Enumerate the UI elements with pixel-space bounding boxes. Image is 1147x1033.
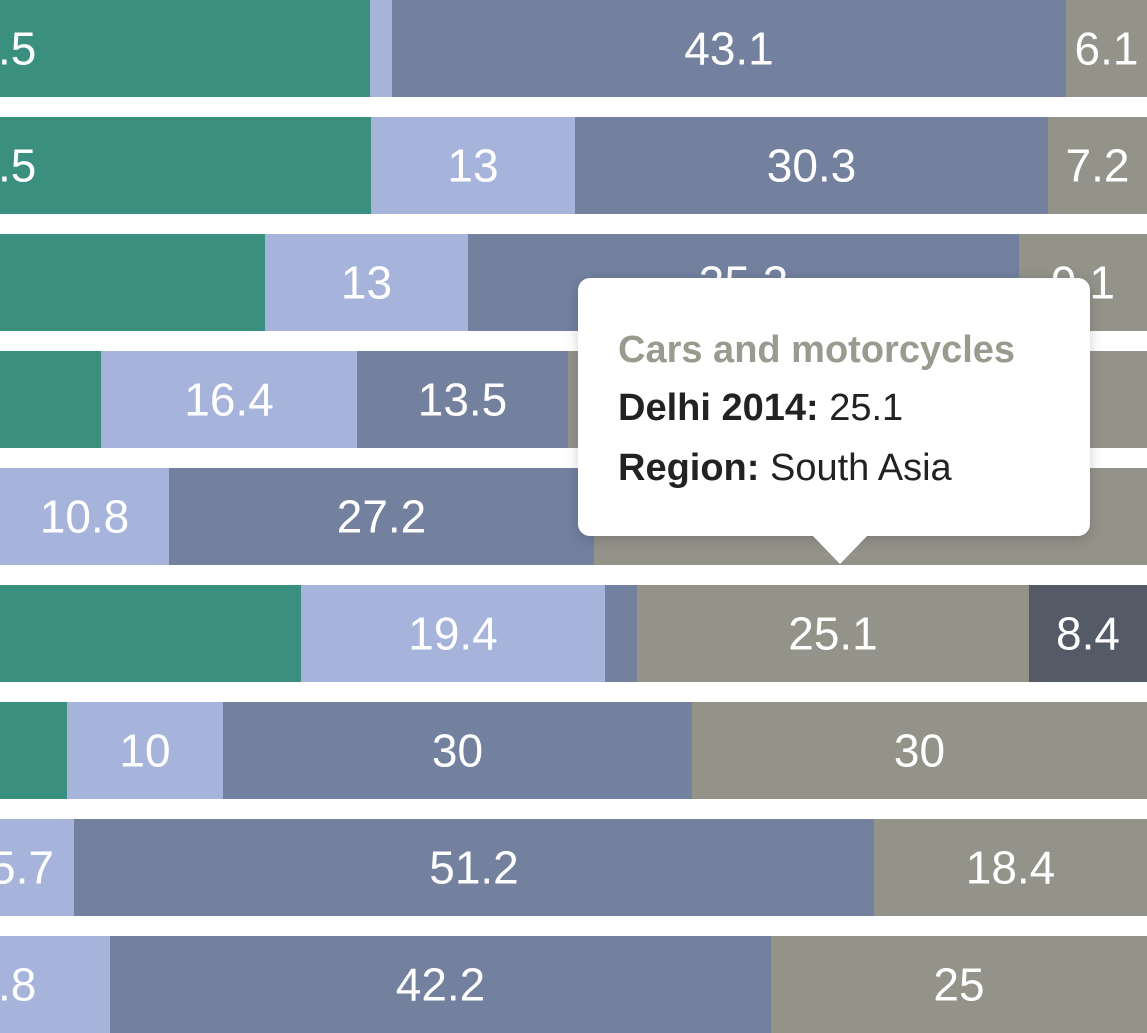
bar-value-label: 42.2 <box>396 959 486 1011</box>
bar-segment[interactable] <box>0 936 110 1033</box>
bar-segment[interactable] <box>1048 117 1147 214</box>
bar-value-label: 5.7 <box>0 842 54 894</box>
bar-value-label: 13 <box>447 140 498 192</box>
bar-value-label: 18.4 <box>966 842 1056 894</box>
bar-value-label: 30.3 <box>767 140 857 192</box>
bar-segment[interactable] <box>1066 0 1147 97</box>
bar-segment[interactable] <box>575 117 1048 214</box>
bar-segment[interactable] <box>874 819 1147 916</box>
bar-segment[interactable] <box>637 585 1029 682</box>
tooltip-value: 25.1 <box>829 387 904 429</box>
bar-segment[interactable] <box>357 351 568 448</box>
bar-segment[interactable] <box>169 468 594 565</box>
bar-segment[interactable] <box>0 0 370 97</box>
bar-value-label: 7.2 <box>1066 140 1130 192</box>
bar-segment[interactable] <box>265 234 468 331</box>
tooltip-region-line: Region: South Asia <box>618 438 1052 498</box>
bar-segment[interactable] <box>0 702 67 799</box>
bar-segment[interactable] <box>371 117 575 214</box>
bar-value-label: .5 <box>0 23 36 75</box>
bar-segment[interactable] <box>0 468 169 565</box>
bar-value-label: 10 <box>119 725 170 777</box>
bar-value-label: 16.4 <box>184 374 274 426</box>
bar-segment[interactable] <box>223 702 692 799</box>
bar-segment[interactable] <box>392 0 1066 97</box>
bar-value-label: 25.1 <box>788 608 878 660</box>
bar-value-label: 25 <box>933 959 984 1011</box>
chart-tooltip: Cars and motorcycles Delhi 2014: 25.1 Re… <box>578 278 1090 564</box>
tooltip-series-title: Cars and motorcycles <box>618 329 1016 371</box>
tooltip-pointer <box>812 535 868 564</box>
bar-segment[interactable] <box>101 351 357 448</box>
bar-value-label: 51.2 <box>429 842 519 894</box>
bar-value-label: 6.1 <box>1075 23 1139 75</box>
bar-value-label: 13.5 <box>418 374 508 426</box>
bar-segment[interactable] <box>110 936 771 1033</box>
bar-value-label: .5 <box>0 140 36 192</box>
bar-segment[interactable] <box>67 702 223 799</box>
bar-value-label: 27.2 <box>337 491 427 543</box>
bar-segment[interactable] <box>74 819 874 916</box>
bar-segment[interactable] <box>301 585 605 682</box>
bar-segment[interactable] <box>771 936 1147 1033</box>
bar-segment[interactable] <box>605 585 637 682</box>
tooltip-value-line: Delhi 2014: 25.1 <box>618 378 1052 438</box>
tooltip-value-label: Delhi 2014: <box>618 387 819 429</box>
bar-segment[interactable] <box>692 702 1147 799</box>
bar-value-label: .8 <box>0 959 36 1011</box>
bar-segment[interactable] <box>0 234 265 331</box>
bar-value-label: 8.4 <box>1056 608 1120 660</box>
bar-value-label: 13 <box>341 257 392 309</box>
bar-value-label: 19.4 <box>408 608 498 660</box>
tooltip-region: South Asia <box>770 447 952 489</box>
bar-segment[interactable] <box>1029 585 1147 682</box>
bar-segment[interactable] <box>0 819 74 916</box>
bar-value-label: 10.8 <box>40 491 130 543</box>
bar-value-label: 30 <box>432 725 483 777</box>
bar-segment[interactable] <box>0 351 101 448</box>
tooltip-region-label: Region: <box>618 447 760 489</box>
bar-segment[interactable] <box>370 0 392 97</box>
bar-segment[interactable] <box>0 585 301 682</box>
bar-value-label: 43.1 <box>684 23 774 75</box>
bar-segment[interactable] <box>0 117 371 214</box>
bar-value-label: 30 <box>894 725 945 777</box>
